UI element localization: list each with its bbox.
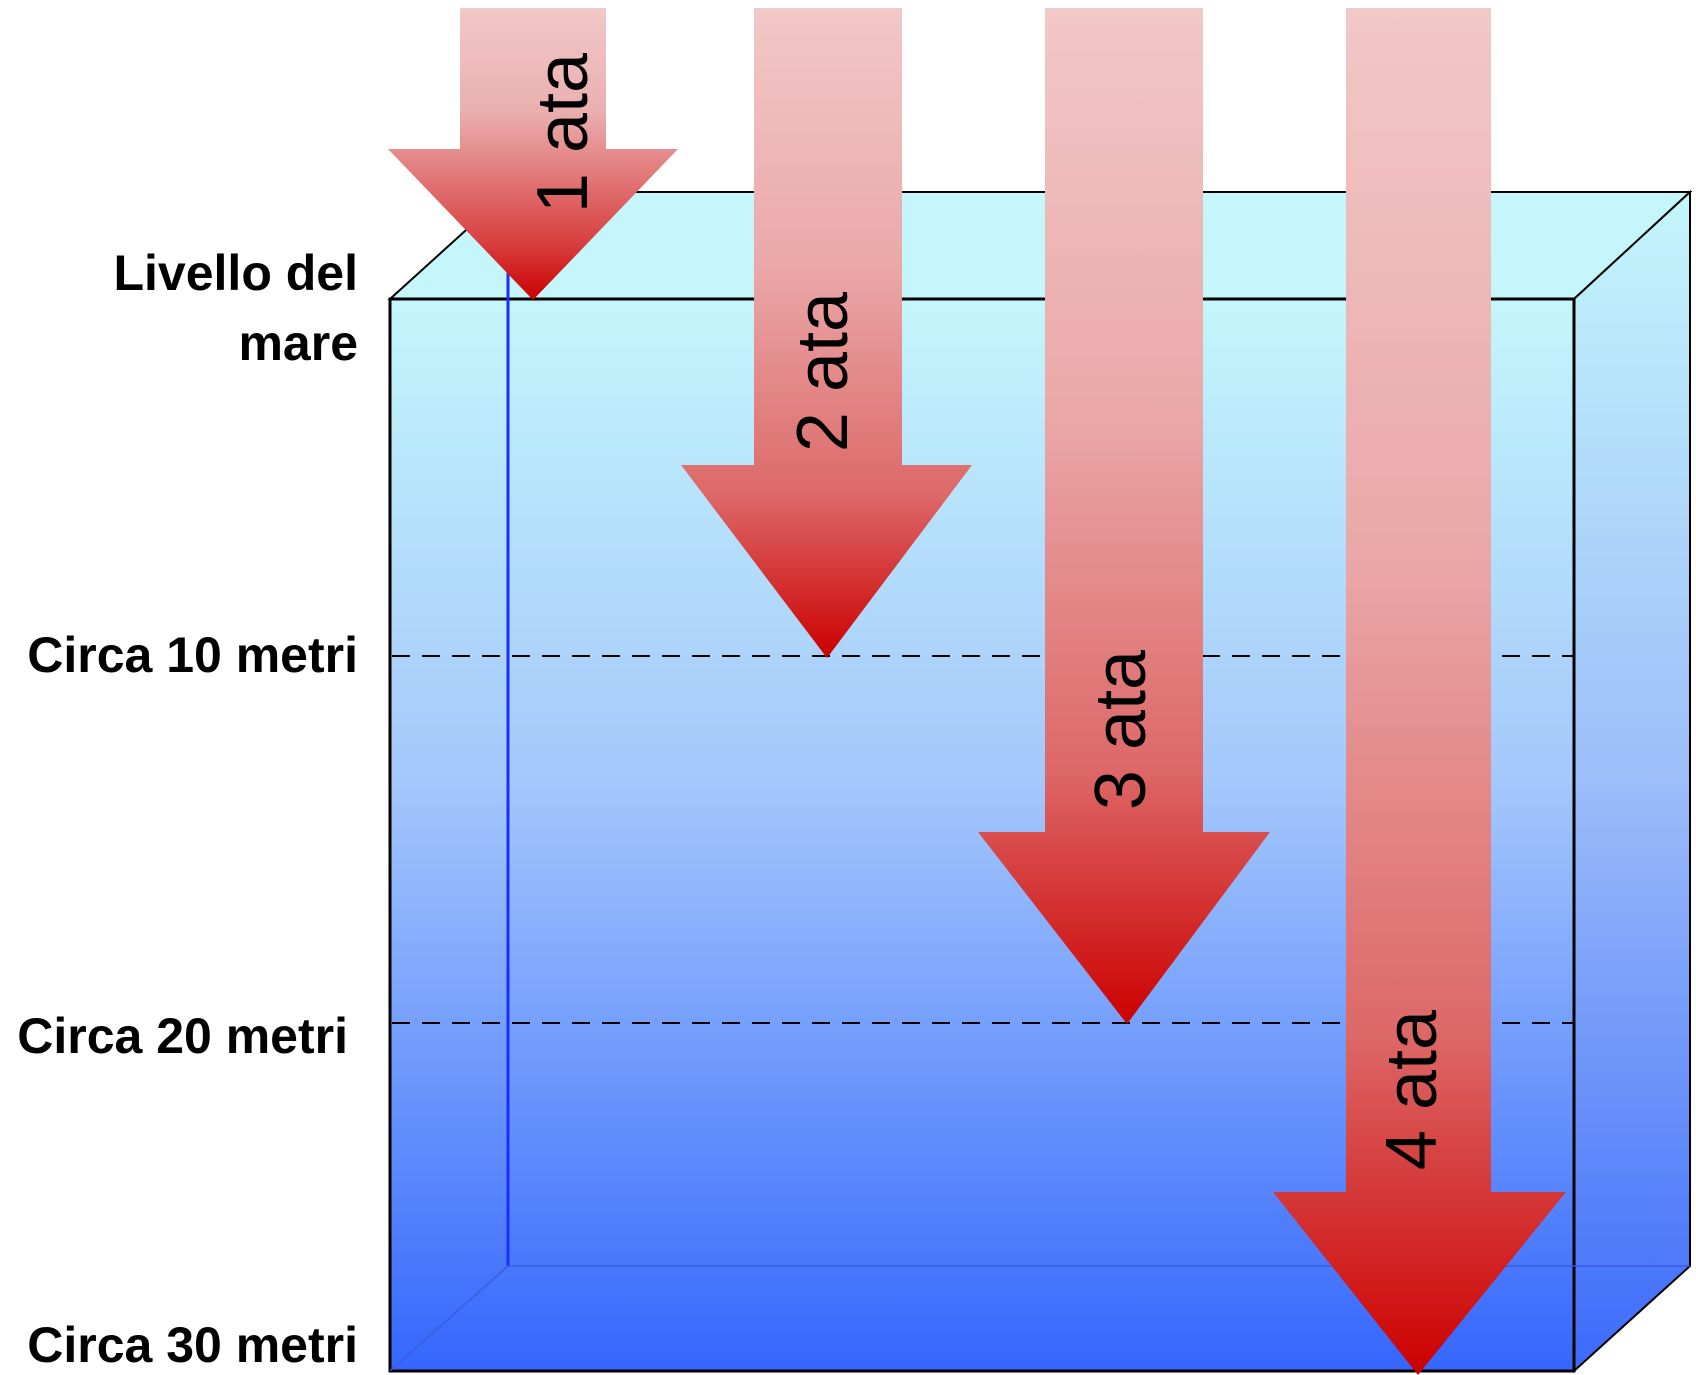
depth-10-label: Circa 10 metri bbox=[27, 627, 358, 683]
pressure-arrow-4: 4 ata bbox=[1273, 8, 1566, 1375]
arrow-3-label: 3 ata bbox=[1081, 649, 1161, 810]
tank-right-face bbox=[1573, 189, 1691, 1374]
arrow-4-label: 4 ata bbox=[1372, 1009, 1452, 1170]
pressure-arrow-1: 1 ata bbox=[388, 8, 678, 300]
sea-level-label-line2: mare bbox=[238, 315, 358, 371]
arrow-1-label: 1 ata bbox=[523, 52, 603, 213]
pressure-arrow-3: 3 ata bbox=[978, 8, 1270, 1024]
pressure-arrow-2: 2 ata bbox=[681, 8, 972, 658]
depth-30-label: Circa 30 metri bbox=[27, 1317, 358, 1373]
tank-back-diagonal-edge bbox=[389, 1265, 509, 1372]
sea-level-label-line1: Livello del bbox=[113, 245, 358, 301]
arrow-2-label: 2 ata bbox=[783, 291, 863, 452]
depth-20-label: Circa 20 metri bbox=[17, 1008, 348, 1064]
